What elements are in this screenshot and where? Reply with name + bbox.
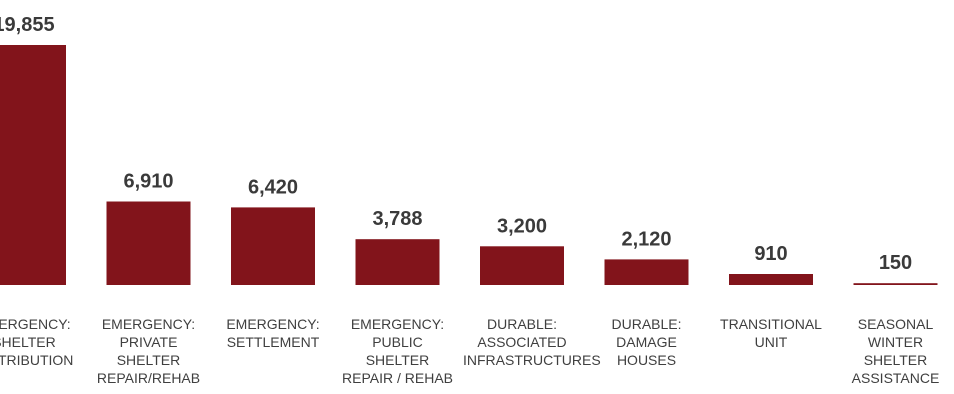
bar-4 (480, 246, 564, 285)
bar-6 (729, 274, 813, 285)
value-label-4: 3,200 (497, 215, 547, 237)
bar-7 (853, 283, 938, 285)
bar-3 (355, 239, 440, 285)
category-label-3: EMERGENCY: PUBLIC SHELTER REPAIR / REHAB (342, 316, 453, 386)
value-label-3: 3,788 (372, 208, 422, 230)
value-label-5: 2,120 (621, 228, 671, 250)
category-label-1: EMERGENCY: PRIVATE SHELTER REPAIR/REHAB (96, 316, 201, 386)
value-label-6: 910 (754, 243, 787, 265)
category-label-7: SEASONAL WINTER SHELTER ASSISTANCE (851, 316, 940, 386)
value-label-0: 19,855 (0, 14, 55, 36)
bar-2 (231, 207, 315, 285)
bar-1 (106, 201, 191, 285)
category-label-5: DURABLE: DAMAGE HOUSES (611, 316, 682, 368)
category-label-6: TRANSITIONAL UNIT (720, 316, 822, 350)
bar-5 (604, 259, 689, 285)
bar-0 (0, 45, 66, 285)
value-label-2: 6,420 (248, 176, 298, 198)
value-label-1: 6,910 (123, 171, 173, 193)
value-label-7: 150 (879, 252, 912, 274)
category-label-0: EMERGENCY: SHELTER DISTRIBUTION (0, 316, 74, 368)
category-label-4: DURABLE: ASSOCIATED INFRASTRUCTURES (463, 316, 601, 368)
category-label-2: EMERGENCY: SETTLEMENT (226, 316, 320, 350)
